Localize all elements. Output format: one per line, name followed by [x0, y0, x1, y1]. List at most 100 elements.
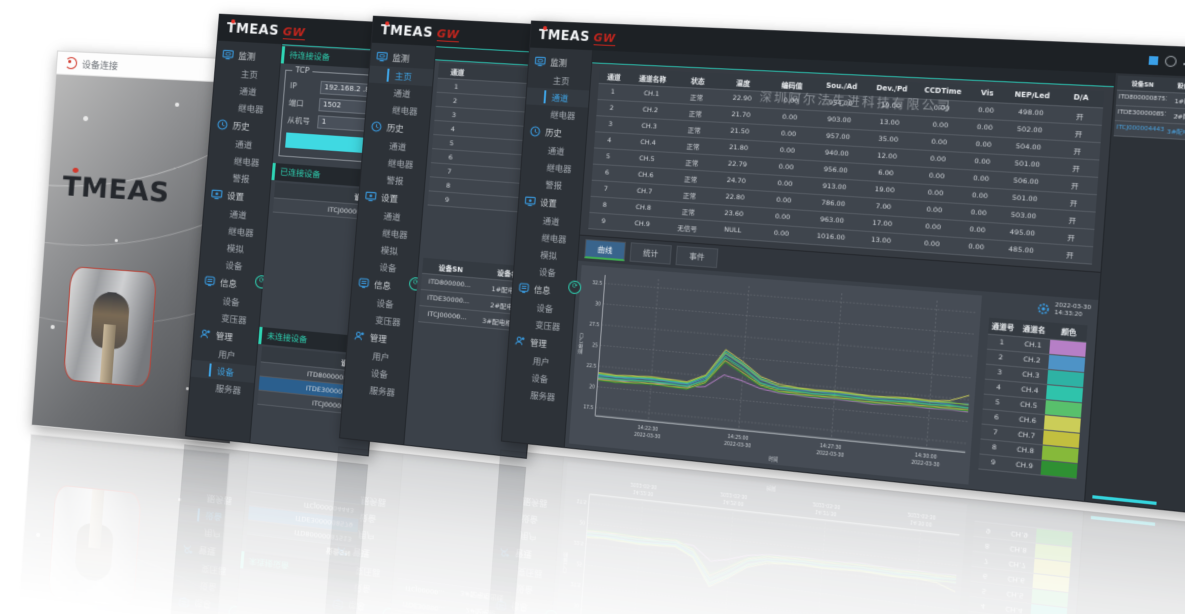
tmeas-gw-logo: TMEAS GW [226, 18, 306, 40]
column-header: Vis [980, 88, 994, 98]
admin-icon [354, 331, 364, 340]
device-status-table: 设备SN设备名称状态ITD800000875131#配电柜离线ITDE30000… [1113, 75, 1185, 143]
cell: 6 [604, 167, 610, 177]
cell: 9 [990, 458, 996, 468]
svg-text:14:25:00: 14:25:00 [727, 434, 748, 443]
gear-icon[interactable] [1164, 55, 1177, 68]
cell: 正常 [687, 125, 702, 135]
cell: 504.00 [1015, 141, 1042, 152]
temperature-chart[interactable]: 17.5 20 22.5 25 27.5 30 32.5 14:22:30 2022-03-30… [568, 265, 982, 485]
cell: 0.00 [781, 112, 798, 122]
gear-blue-icon [1036, 302, 1050, 316]
cell: 1 [999, 338, 1005, 348]
svg-text:25: 25 [592, 342, 598, 349]
cell: 开 [1074, 129, 1083, 139]
column-header: 通道名 [1022, 324, 1046, 336]
cell: 0.00 [969, 224, 986, 235]
sidebar-group-settings[interactable]: 设置 [205, 184, 270, 208]
cell: 0.00 [923, 238, 941, 249]
cell: 22.80 [725, 191, 745, 202]
cell: 963.00 [819, 214, 845, 225]
cell: 开 [1072, 163, 1081, 174]
cell: 786.00 [821, 197, 846, 208]
nav-sidebar: ⟳ 监测 主页 通道 继电器 历史 通道 继电器 警报 设置 通道 继电器 模拟 设备 信息 设备 变压器 管理… [501, 47, 594, 448]
cell: 开 [1075, 112, 1084, 122]
sidebar-group-info[interactable]: 信息 [352, 273, 417, 298]
cell: 0.00 [977, 105, 995, 115]
cell: 正常 [683, 174, 698, 184]
cell: CH.6 [637, 169, 654, 179]
cell: 2#配电柜 [1173, 113, 1185, 122]
cell: 0.00 [926, 204, 943, 215]
column-header: 颜色 [1060, 327, 1077, 338]
svg-text:17.5: 17.5 [583, 404, 593, 412]
sidebar-group-history[interactable]: 历史 [364, 116, 429, 139]
column-header: D/A [1073, 92, 1090, 102]
sidebar-group-label: 管理 [369, 333, 388, 345]
cell: 开 [1067, 233, 1076, 243]
cell: CH.4 [640, 137, 657, 147]
monitor-icon [533, 55, 546, 69]
cell: 开 [1070, 181, 1079, 191]
sidebar-group-label: 信息 [373, 280, 392, 292]
datetime: 2022-03-30 14:33:20 [1054, 302, 1092, 319]
legend-color-swatch [1049, 339, 1087, 357]
sidebar-group-monitor[interactable]: 监测 [216, 45, 281, 68]
cell: ITD80000087513 [1118, 93, 1168, 103]
cell: CH.2 [1022, 355, 1041, 366]
svg-text:2022-03-30: 2022-03-30 [911, 459, 940, 469]
column-header: 通道号 [991, 322, 1015, 333]
cell: 1 [453, 82, 459, 91]
svg-text:14:22:30: 14:22:30 [637, 425, 658, 434]
sidebar-group-history[interactable]: 历史 [210, 114, 275, 137]
sidebar-group-admin[interactable]: 管理 [348, 326, 413, 351]
cell: 开 [1065, 250, 1074, 260]
cell: 0.00 [773, 228, 790, 238]
sidebar-group-label: 监测 [237, 51, 256, 63]
cell: 21.50 [730, 125, 750, 136]
cell: CH.1 [1024, 340, 1042, 351]
app-icon[interactable] [1148, 56, 1158, 66]
sidebar-group-info[interactable]: 信息 [198, 271, 263, 296]
cell: 正常 [689, 92, 704, 102]
ip-label: IP [289, 81, 298, 91]
cell: 6.00 [877, 167, 894, 178]
svg-text:14:27:30: 14:27:30 [820, 443, 842, 452]
cell: CH.9 [1015, 460, 1034, 471]
sidebar-group-settings[interactable]: 设置 [359, 186, 424, 210]
tab-曲线[interactable]: 曲线 [584, 239, 626, 262]
cell: 0.00 [777, 178, 793, 188]
cell: 2 [998, 353, 1004, 363]
tab-事件[interactable]: 事件 [675, 245, 719, 269]
cell: 0.00 [975, 139, 992, 149]
sidebar-group-label: 设置 [539, 198, 558, 210]
tab-统计[interactable]: 统计 [629, 242, 672, 265]
logo-red-dot [231, 18, 236, 24]
nav-sidebar: ⟳ 监测 主页 通道 继电器 历史 通道 继电器 警报 设置 通道 继电器 模拟 设备 信息 设备 变压器 管理… [340, 42, 437, 445]
svg-text:30: 30 [595, 301, 601, 308]
sidebar-item[interactable]: 继电器 [550, 110, 576, 122]
sidebar-group-admin[interactable]: 管理 [194, 324, 259, 349]
main-area: 深圳阿尔法先进科技有限公司 通道 通道名称 状态 温度 编码值 Sou./Ad Dev./P… [564, 50, 1115, 501]
sidebar-group-monitor[interactable]: 监测 [370, 47, 435, 70]
cell: 0.00 [971, 190, 989, 200]
sidebar-group-admin[interactable]: 管理 [508, 331, 571, 356]
legend-color-swatch [1040, 460, 1078, 478]
cell: 6 [448, 152, 454, 162]
settings-icon [211, 189, 222, 199]
sidebar-group-settings[interactable]: 设置 [518, 191, 581, 214]
cell: 5 [605, 151, 611, 161]
port-label: 端口 [288, 98, 305, 109]
monitor-icon [376, 51, 387, 62]
logo-red-dot [385, 20, 390, 26]
legend-color-swatch [1048, 354, 1086, 372]
cell: 0.00 [932, 119, 949, 130]
cell: CH.3 [641, 121, 658, 131]
cell: 8 [602, 200, 608, 209]
tcp-group-title: TCP [292, 65, 313, 76]
cell: 13.00 [879, 117, 900, 127]
cell: 7.00 [875, 201, 892, 211]
horizontal-scrollbar[interactable] [1092, 495, 1157, 506]
